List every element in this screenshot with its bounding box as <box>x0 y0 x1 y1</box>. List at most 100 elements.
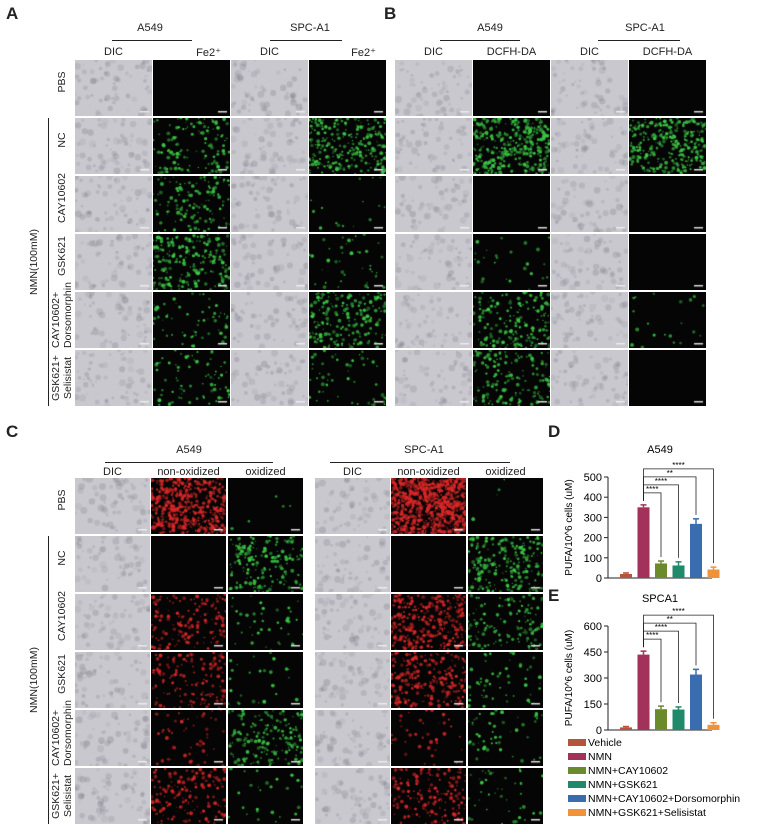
group-label-a549: A549 <box>477 22 503 34</box>
dic-image <box>395 60 472 116</box>
significance-bracket <box>643 622 697 666</box>
red-fluorescence-image <box>151 652 226 708</box>
bar <box>637 507 650 578</box>
green-fluorescence-image <box>228 536 303 592</box>
column-label: Fe2⁺ <box>196 47 221 59</box>
dic-image <box>395 118 472 174</box>
dic-image <box>75 60 152 116</box>
bar <box>707 569 720 578</box>
group-line <box>598 40 680 41</box>
column-label: DIC <box>343 466 362 478</box>
y-tick-label: 0 <box>596 573 602 585</box>
significance-label: **** <box>672 607 684 616</box>
dic-image <box>315 536 390 592</box>
legend-swatch <box>568 795 586 802</box>
y-tick-label: 600 <box>584 621 602 633</box>
green-fluorescence-image <box>468 594 543 650</box>
green-fluorescence-image <box>473 234 550 290</box>
dic-image <box>231 234 308 290</box>
green-fluorescence-image <box>468 652 543 708</box>
panel-label-e: E <box>548 586 560 605</box>
bar <box>655 563 667 578</box>
green-fluorescence-image <box>629 118 706 174</box>
column-label: DIC <box>260 46 279 58</box>
green-fluorescence-image <box>473 118 550 174</box>
green-fluorescence-image <box>309 292 386 348</box>
green-fluorescence-image <box>473 350 550 406</box>
dic-image <box>231 176 308 232</box>
dic-image <box>75 292 152 348</box>
y-tick-label: 300 <box>584 673 602 685</box>
dic-image <box>75 710 150 766</box>
panel-label-c: C <box>6 422 19 441</box>
dic-image <box>551 350 628 406</box>
legend-label: NMN+CAY10602+Dorsomorphin <box>588 793 740 805</box>
red-fluorescence-image <box>151 594 226 650</box>
green-fluorescence-image <box>153 350 230 406</box>
column-label: oxidized <box>245 466 286 478</box>
red-fluorescence-image <box>151 536 226 592</box>
dic-image <box>315 768 390 824</box>
dic-image <box>231 350 308 406</box>
green-fluorescence-image <box>228 768 303 824</box>
green-fluorescence-image <box>309 234 386 290</box>
group-line <box>270 40 342 41</box>
green-fluorescence-image <box>468 768 543 824</box>
legend-label: NMN+CAY10602 <box>588 765 668 777</box>
dic-image <box>75 234 152 290</box>
green-fluorescence-image <box>153 292 230 348</box>
green-fluorescence-image <box>228 710 303 766</box>
legend-label: NMN+GSK621+Selisistat <box>588 807 706 819</box>
dic-image <box>315 478 390 534</box>
treatment-bracket <box>48 536 49 824</box>
green-fluorescence-image <box>228 594 303 650</box>
dic-image <box>75 478 150 534</box>
legend-label: Vehicle <box>588 737 622 749</box>
green-fluorescence-image <box>473 60 550 116</box>
green-fluorescence-image <box>153 60 230 116</box>
y-tick-label: 450 <box>584 647 602 659</box>
group-line <box>440 40 520 41</box>
y-tick-label: 300 <box>584 512 602 524</box>
dic-image <box>551 176 628 232</box>
green-fluorescence-image <box>309 176 386 232</box>
column-label: DIC <box>424 46 443 58</box>
dic-image <box>75 768 150 824</box>
significance-label: **** <box>646 485 658 494</box>
dic-image <box>315 594 390 650</box>
green-fluorescence-image <box>629 292 706 348</box>
legend-swatch <box>568 767 586 774</box>
group-label-spca1: SPC-A1 <box>404 444 444 456</box>
green-fluorescence-image <box>629 176 706 232</box>
y-tick-label: 400 <box>584 492 602 504</box>
significance-label: ** <box>667 469 673 478</box>
significance-label: **** <box>655 477 667 486</box>
legend-label: NMN+GSK621 <box>588 779 658 791</box>
bar <box>690 674 702 730</box>
bar <box>707 724 720 730</box>
green-fluorescence-image <box>629 234 706 290</box>
red-fluorescence-image <box>391 768 466 824</box>
green-fluorescence-image <box>468 710 543 766</box>
red-fluorescence-image <box>151 478 226 534</box>
panel-label-a: A <box>6 4 19 23</box>
significance-label: **** <box>672 461 684 470</box>
dic-image <box>231 60 308 116</box>
red-fluorescence-image <box>391 478 466 534</box>
column-label: DIC <box>104 46 123 58</box>
dic-image <box>231 292 308 348</box>
red-fluorescence-image <box>391 536 466 592</box>
dic-image <box>551 234 628 290</box>
legend-label: NMN <box>588 751 612 763</box>
chart-title: SPCA1 <box>642 593 678 605</box>
bar <box>620 727 632 730</box>
group-line <box>105 462 273 463</box>
y-tick-label: 100 <box>584 553 602 565</box>
red-fluorescence-image <box>151 710 226 766</box>
dic-image <box>75 176 152 232</box>
significance-bracket <box>643 476 697 515</box>
dic-image <box>551 292 628 348</box>
legend-swatch <box>568 739 586 746</box>
